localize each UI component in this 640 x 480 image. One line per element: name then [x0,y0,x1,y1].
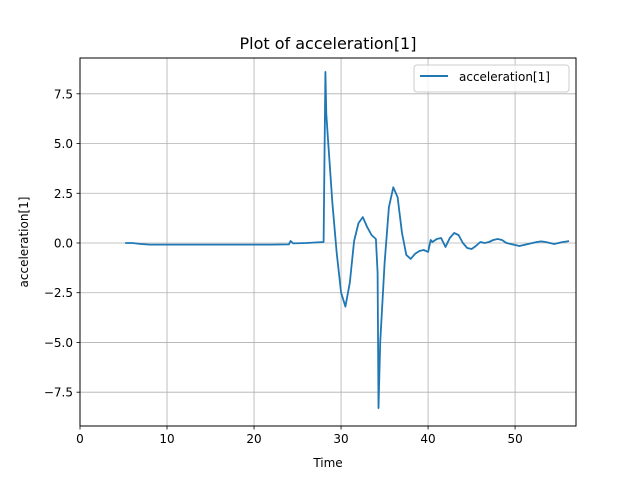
x-tick-label: 40 [420,432,435,446]
y-tick-label: 7.5 [54,87,73,101]
grid [79,58,576,426]
y-tick-label: 5.0 [54,137,73,151]
series-layer [125,71,570,410]
legend-box [413,64,570,93]
y-tick-label: −5.0 [44,336,73,350]
series-line [125,71,570,410]
plot-frame [79,57,577,427]
chart-title: Plot of acceleration[1] [240,34,417,53]
legend-label: acceleration[1] [459,70,550,84]
legend: acceleration[1] [413,64,570,93]
x-tick-label: 20 [246,432,261,446]
x-tick-label: 30 [333,432,348,446]
y-axis-label: acceleration[1] [17,197,31,288]
y-axis: −7.5 −5.0 −2.5 0.0 2.5 5.0 7.5 [44,87,80,400]
y-tick-label: −7.5 [44,386,73,400]
x-tick-label: 10 [159,432,174,446]
y-tick-label: 2.5 [54,187,73,201]
x-axis-label: Time [312,456,342,470]
x-tick-label: 0 [76,432,84,446]
y-tick-label: −2.5 [44,286,73,300]
y-tick-label: 0.0 [54,236,73,250]
x-axis: 0 10 20 30 40 50 [76,426,523,446]
x-tick-label: 50 [507,432,522,446]
